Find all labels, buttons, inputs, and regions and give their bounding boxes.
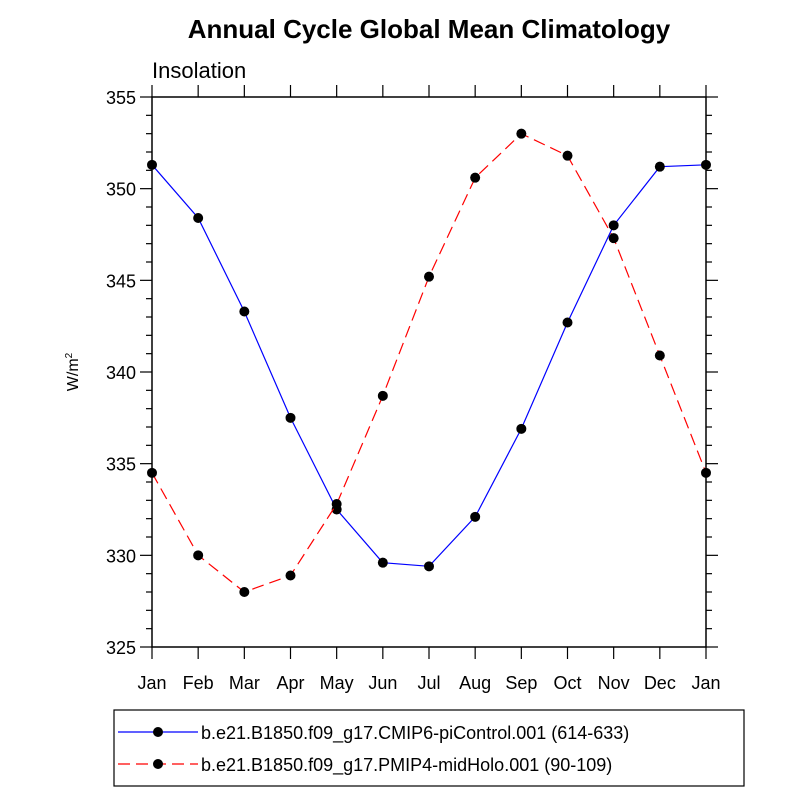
- x-tick-label: Jul: [417, 673, 440, 693]
- series-2-point: [193, 550, 204, 561]
- series-2-point: [147, 467, 157, 478]
- series-1-point: [193, 213, 204, 223]
- x-tick-label: Aug: [459, 673, 491, 693]
- series-2-point: [470, 172, 481, 183]
- series-layer: [147, 128, 711, 597]
- series-line-1: [151, 164, 707, 567]
- y-tick-label: 335: [106, 455, 136, 475]
- y-tick-label: 350: [106, 180, 136, 200]
- x-tick-label: Apr: [276, 673, 304, 693]
- y-tick-label: 340: [106, 363, 136, 383]
- series-2-point: [516, 128, 527, 139]
- x-tick-label: May: [320, 673, 354, 693]
- x-tick-label: Jan: [691, 673, 720, 693]
- series-line-2: [151, 132, 707, 593]
- series-2-point: [562, 150, 573, 161]
- chart-title: Annual Cycle Global Mean Climatology: [188, 14, 671, 44]
- y-tick-label: 325: [106, 638, 136, 658]
- y-tick-label: 345: [106, 271, 136, 291]
- series-2-point: [239, 587, 250, 597]
- series-1-point: [424, 561, 434, 572]
- legend: [113, 709, 745, 787]
- x-tick-label: Jan: [137, 673, 166, 693]
- legend-label-1: b.e21.B1850.f09_g17.CMIP6-piControl.001 …: [201, 723, 629, 744]
- series-2-point: [285, 570, 296, 581]
- series-2-point: [377, 390, 388, 401]
- series-1-point: [701, 159, 711, 170]
- y-tick-label: 330: [106, 546, 136, 566]
- series-2-point: [331, 499, 342, 509]
- x-tick-label: Oct: [553, 673, 581, 693]
- series-1-point: [147, 159, 157, 170]
- x-tick-label: Dec: [644, 673, 676, 693]
- x-tick-label: Feb: [183, 673, 214, 693]
- series-1-point: [285, 412, 296, 423]
- series-2-point: [424, 271, 434, 282]
- series-1-point: [239, 306, 250, 317]
- series-1-point: [562, 317, 573, 328]
- legend-marker-1: [153, 727, 163, 737]
- x-tick-label: Jun: [368, 673, 397, 693]
- axis-ticks: [140, 85, 718, 659]
- y-axis-tick-labels: 325 330 335 340 345 350 355: [106, 88, 136, 658]
- series-2-point: [608, 233, 619, 244]
- x-tick-label: Mar: [229, 673, 260, 693]
- series-2-point: [654, 350, 665, 361]
- x-axis-tick-labels: Jan Feb Mar Apr May Jun Jul Aug Sep Oct Nov Dec Jan: [137, 673, 720, 693]
- series-2-point: [701, 467, 711, 478]
- y-axis-label: W/m2: [64, 352, 82, 391]
- series-1-point: [377, 557, 388, 568]
- series-1-point: [654, 161, 665, 172]
- x-tick-label: Nov: [598, 673, 630, 693]
- y-tick-label: 355: [106, 88, 136, 108]
- x-tick-label: Sep: [505, 673, 537, 693]
- legend-items: b.e21.B1850.f09_g17.CMIP6-piControl.001 …: [118, 723, 629, 776]
- chart-subtitle: Insolation: [152, 58, 246, 83]
- series-1-point: [516, 423, 527, 434]
- legend-marker-2: [153, 759, 163, 769]
- legend-label-2: b.e21.B1850.f09_g17.PMIP4-midHolo.001 (9…: [201, 755, 612, 776]
- series-1-point: [470, 511, 481, 522]
- series-1-point: [608, 220, 619, 231]
